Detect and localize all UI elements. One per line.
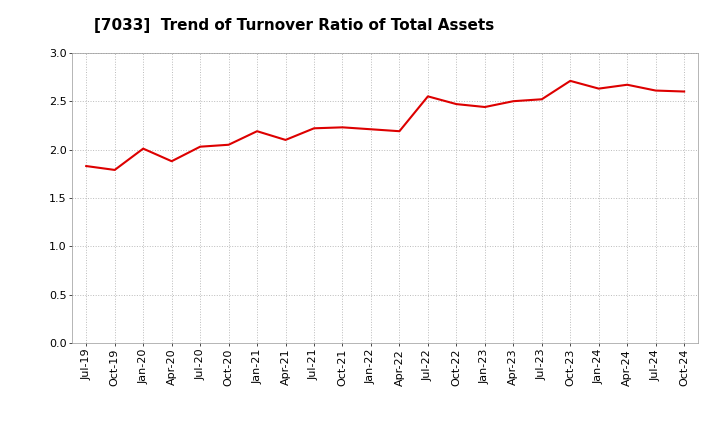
Text: [7033]  Trend of Turnover Ratio of Total Assets: [7033] Trend of Turnover Ratio of Total … [94,18,494,33]
